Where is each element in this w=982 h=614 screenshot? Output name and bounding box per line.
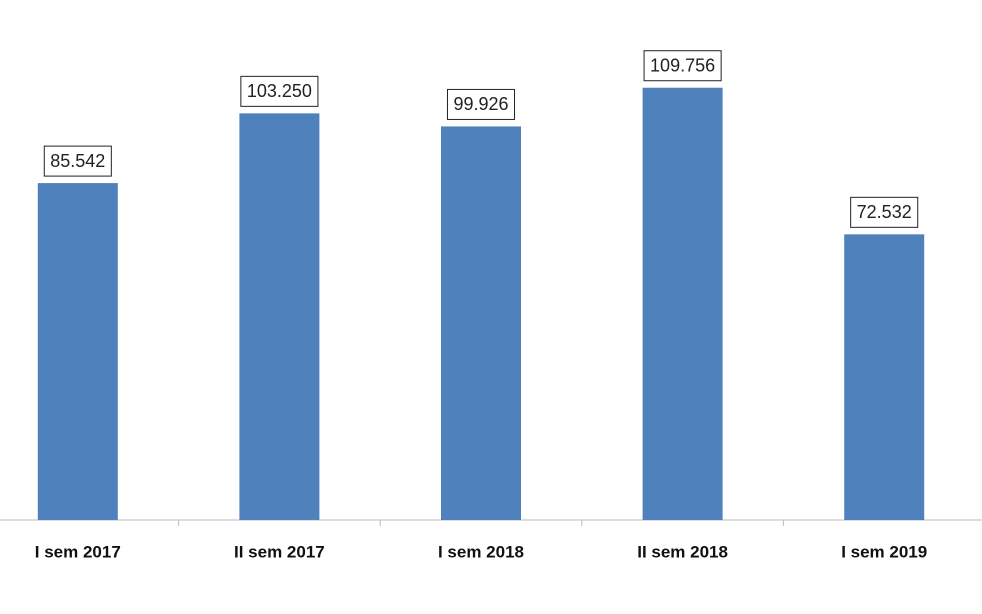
value-label-box — [240, 75, 319, 107]
bar — [239, 113, 320, 520]
value-label: 85.542 — [50, 151, 105, 171]
x-tick-label: II sem 2018 — [637, 542, 728, 561]
bar — [642, 87, 723, 520]
value-label: 99.926 — [453, 94, 508, 114]
value-label-box — [446, 88, 516, 120]
x-tick-label: I sem 2017 — [35, 542, 121, 561]
value-label-box — [43, 145, 112, 177]
x-tick-label: I sem 2018 — [438, 542, 524, 561]
x-tick-label: II sem 2017 — [234, 542, 325, 561]
value-label-box — [850, 196, 919, 228]
bar — [844, 234, 925, 520]
bar — [37, 183, 118, 520]
value-label-box — [643, 50, 722, 82]
x-tick-label: I sem 2019 — [841, 542, 927, 561]
value-label: 72.532 — [857, 202, 912, 222]
value-label: 109.756 — [650, 55, 715, 75]
bar — [441, 126, 521, 521]
value-label: 103.250 — [247, 81, 312, 101]
